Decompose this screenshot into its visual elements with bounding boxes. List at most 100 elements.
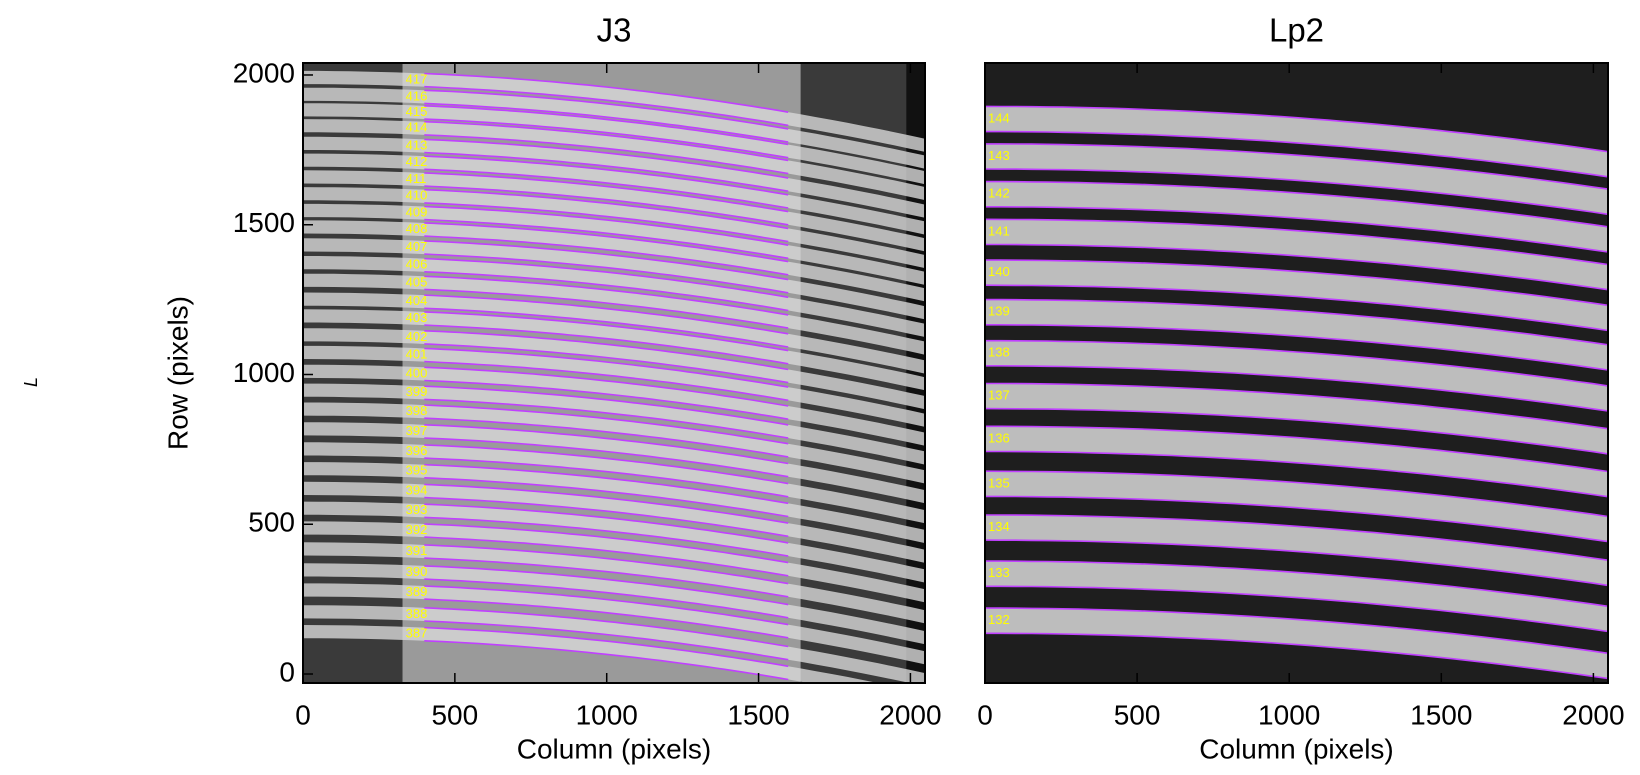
order-band [985,106,1608,177]
order-trace [424,105,789,146]
order-trace [424,404,789,445]
order-label: 387 [406,626,428,641]
order-trace [985,298,1608,346]
order-trace [985,365,1608,412]
order-trace [424,275,789,316]
y-tick-label: 2000 [233,57,295,88]
order-trace [424,134,789,175]
order-trace [424,565,789,606]
order-trace [424,366,789,407]
order-trace [424,523,789,564]
order-label: 407 [406,239,428,254]
x-tick-label: 1000 [576,699,638,730]
order-label: 406 [406,257,428,272]
order-label: 389 [406,584,428,599]
order-trace [424,444,789,485]
order-band [303,87,925,169]
order-band [303,402,925,484]
order-trace [424,463,789,505]
order-trace [424,330,789,371]
order-band [303,292,925,374]
order-band [985,471,1608,542]
order-label: 392 [406,522,428,537]
order-label: 140 [988,264,1010,279]
order-trace [424,202,789,243]
y-tick-label: 0 [279,656,295,687]
order-trace [985,450,1608,498]
order-trace [424,557,789,598]
order-label: 143 [988,148,1010,163]
order-label: 136 [988,430,1010,445]
order-band [303,153,925,235]
order-trace [985,539,1608,587]
order-trace [424,307,789,348]
order-band [303,203,925,285]
order-trace [985,339,1608,387]
order-trace [424,578,789,619]
order-band [303,309,925,391]
order-trace [424,483,789,524]
order-label: 412 [406,154,428,169]
order-trace [424,172,789,213]
order-trace [985,168,1608,216]
order-band [303,328,925,410]
order-trace [985,143,1608,190]
order-band [985,340,1608,411]
order-band [303,422,925,504]
order-label: 399 [406,384,428,399]
order-trace [424,437,789,478]
order-label: 405 [406,274,428,289]
order-band [303,345,925,427]
x-tick-label: 2000 [1562,699,1624,730]
order-trace [424,626,789,668]
order-band [985,219,1608,290]
order-band [303,521,925,603]
order-label: 396 [406,443,428,458]
order-label: 411 [406,171,427,186]
order-trace [424,118,789,159]
order-band [303,70,925,152]
order-band [303,103,925,185]
y-axis-label: Row (pixels) [162,296,193,450]
order-trace [985,514,1608,561]
order-band [303,383,925,465]
order-band [303,462,925,544]
order-label: 388 [406,606,428,621]
order-trace [424,343,789,384]
order-band [303,442,925,524]
order-band [303,119,925,201]
order-trace [985,206,1608,253]
order-trace [424,516,789,557]
order-trace [424,544,789,585]
order-label: 413 [406,137,428,152]
chart-title: J3 [597,12,632,49]
order-trace [424,496,789,538]
order-trace [424,235,789,276]
order-trace [424,311,789,352]
order-trace [424,120,789,162]
order-trace [424,536,789,577]
order-trace [985,607,1608,655]
order-label: 398 [406,403,428,418]
order-trace [424,288,789,329]
order-label: 395 [406,463,428,478]
order-trace [424,379,789,420]
order-band [303,136,925,218]
order-trace [424,585,789,626]
order-trace [424,640,789,681]
order-trace [985,560,1608,608]
order-band [985,260,1608,331]
x-axis-label: Column (pixels) [517,733,712,764]
order-label: 410 [406,188,428,203]
order-band [303,220,925,302]
order-trace [424,218,789,260]
order-label: 401 [406,346,428,361]
order-band [985,299,1608,370]
order-trace [424,398,789,439]
x-axis-label: Column (pixels) [1199,733,1394,764]
order-trace [424,424,789,465]
order-trace [424,188,789,230]
order-trace [424,620,789,661]
order-label: 417 [406,72,428,87]
